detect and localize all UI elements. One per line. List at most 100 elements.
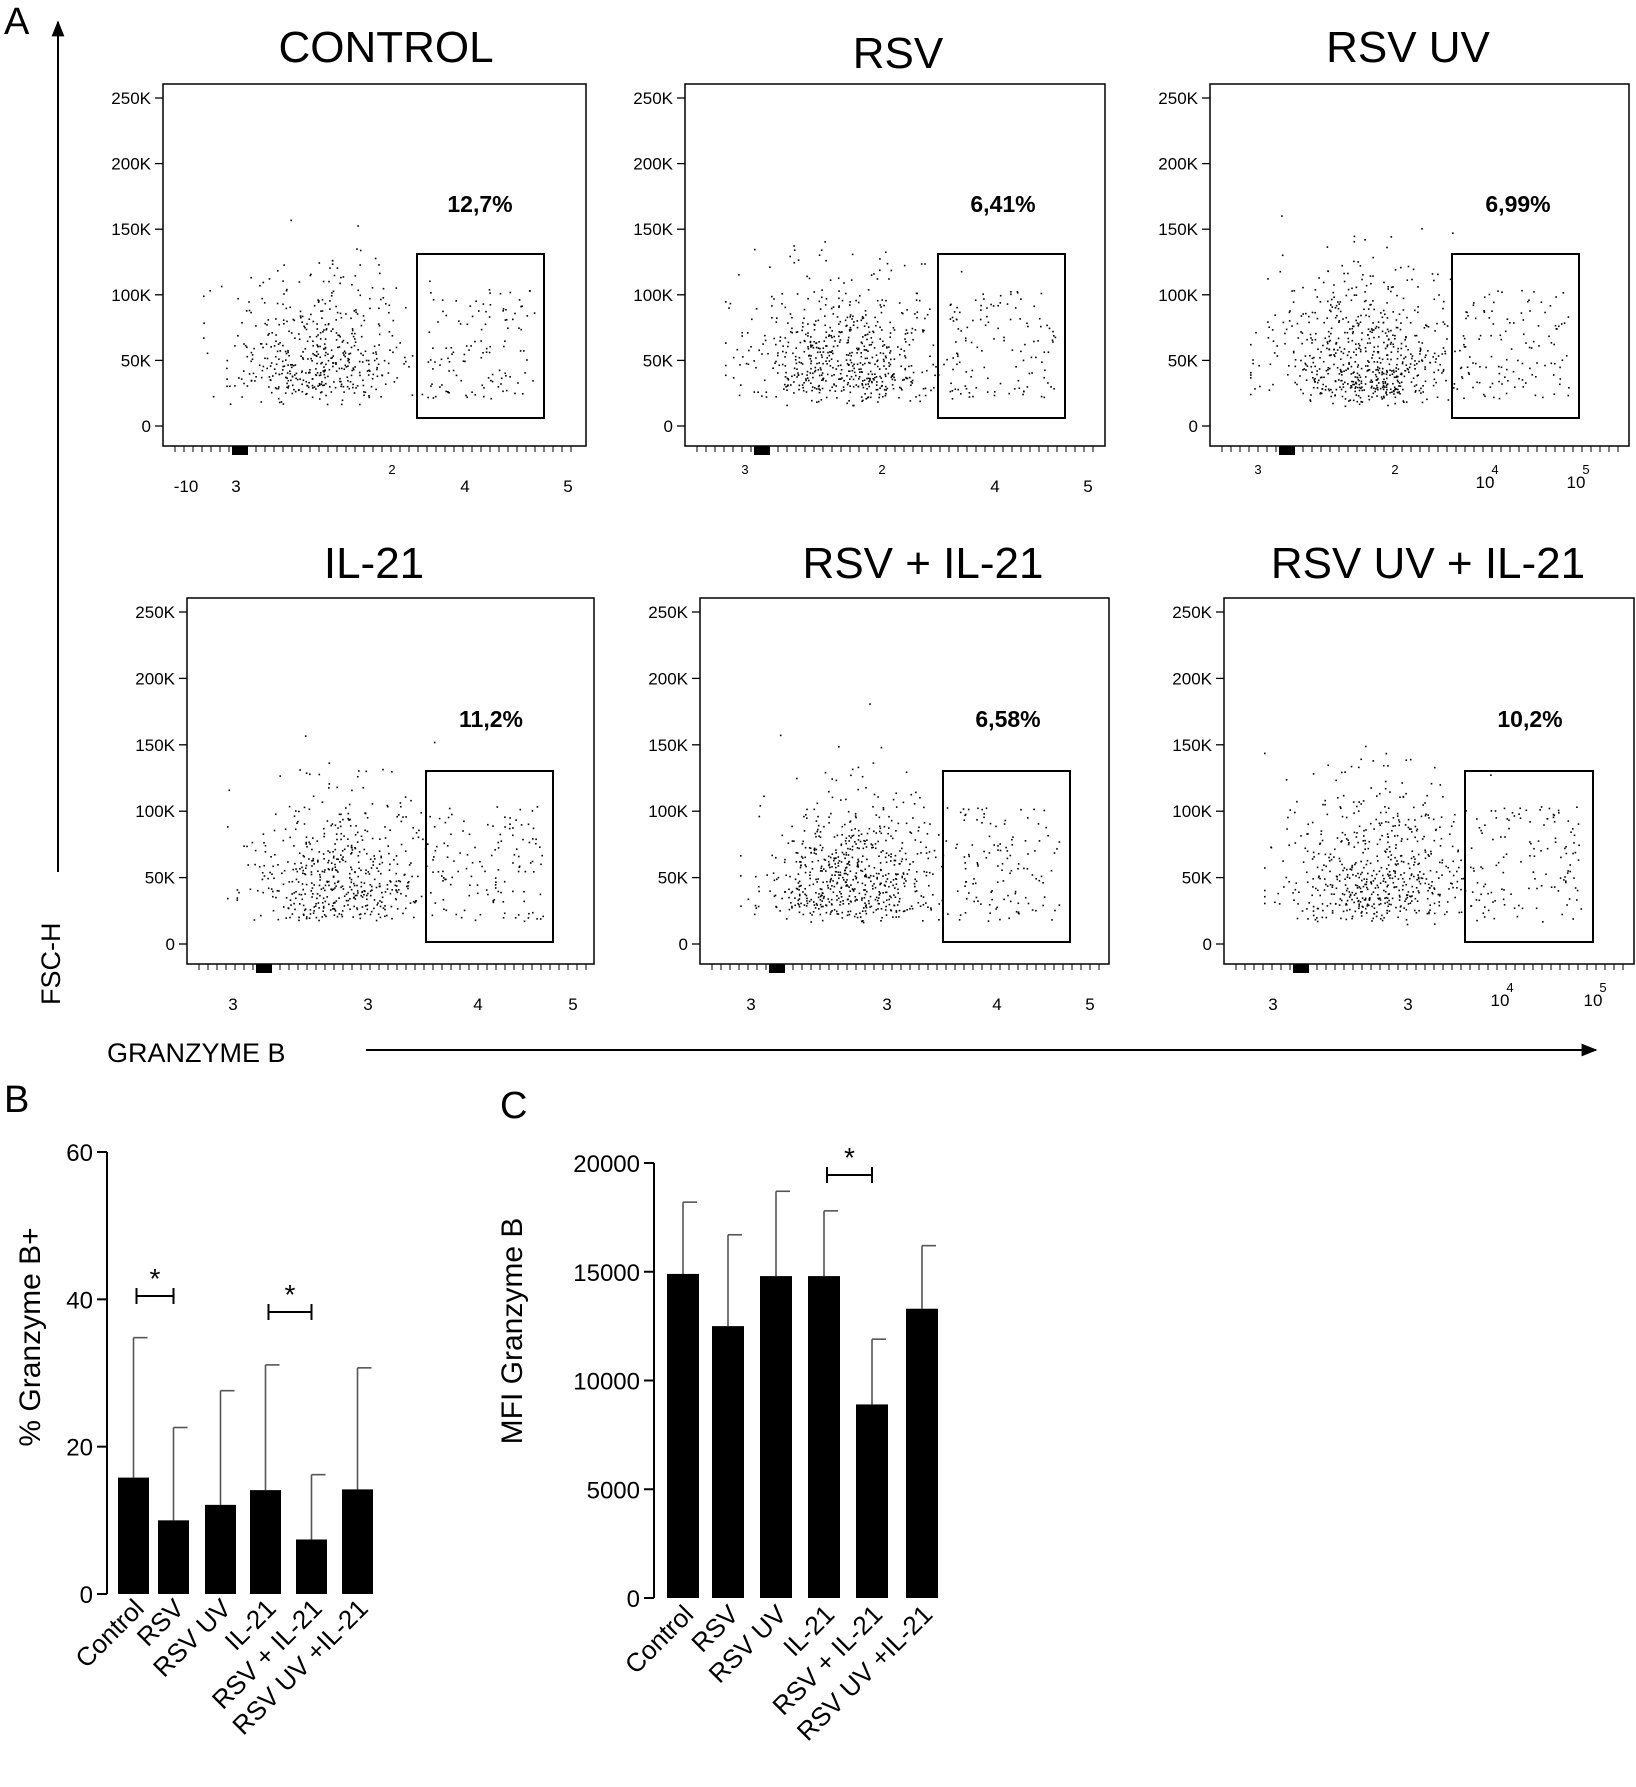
flow-event [269, 379, 272, 382]
flow-event [226, 359, 229, 362]
flow-event [951, 390, 954, 392]
flow-event [1469, 356, 1471, 358]
flow-event [331, 260, 334, 262]
flow-event [905, 880, 907, 882]
flow-event [795, 362, 798, 365]
flow-event [901, 858, 904, 860]
flow-event [879, 269, 881, 272]
flow-event [1331, 884, 1334, 887]
flow-event [821, 919, 824, 922]
flow-event [1490, 810, 1493, 812]
flow-event [877, 902, 880, 905]
flow-event [1383, 917, 1385, 919]
flow-event [341, 915, 344, 918]
flow-event [1355, 836, 1358, 838]
flow-event [1373, 907, 1376, 909]
flow-event [1264, 895, 1266, 898]
flow-event [490, 397, 492, 400]
flow-event [253, 919, 256, 921]
flow-event [376, 368, 378, 371]
flow-event [1475, 362, 1477, 365]
flow-event [1424, 356, 1426, 359]
flow-event [1396, 326, 1399, 329]
flow-event [1325, 883, 1327, 886]
flow-event [319, 391, 322, 394]
flow-event [1054, 909, 1056, 912]
flow-event [384, 837, 387, 839]
flow-event [889, 352, 891, 354]
flow-event [1368, 904, 1370, 907]
flow-event [1327, 367, 1330, 369]
flow-event [446, 845, 449, 847]
flow-event [922, 896, 925, 898]
flow-event [1347, 843, 1350, 846]
flow-event [880, 908, 883, 910]
flow-y-tick-label: 100K [633, 286, 673, 305]
flow-event [462, 830, 464, 832]
flow-event [874, 898, 877, 901]
flow-event [819, 903, 822, 906]
flow-event [356, 907, 358, 909]
flow-event [1433, 279, 1435, 282]
flow-event [1339, 806, 1342, 808]
flow-y-tick-label: 150K [1158, 220, 1198, 239]
flow-event [844, 857, 846, 860]
flow-event [1358, 825, 1361, 828]
flow-event [244, 344, 247, 347]
flow-event [849, 378, 851, 380]
flow-event [838, 877, 840, 880]
flow-event [303, 855, 305, 858]
flow-event [1315, 332, 1317, 335]
flow-event [347, 365, 349, 367]
flow-event [1334, 848, 1336, 851]
flow-event [1009, 900, 1012, 903]
flow-event [295, 810, 297, 812]
flow-event [868, 385, 870, 388]
flow-event [1405, 759, 1408, 761]
flow-event [819, 836, 822, 839]
flow-event [291, 913, 294, 915]
flow-event [851, 318, 853, 320]
flow-event [885, 905, 887, 908]
flow-event [1504, 836, 1506, 838]
flow-event [1364, 383, 1367, 385]
flow-event [857, 385, 860, 388]
flow-panel-title: RSV UV [1326, 23, 1490, 72]
flow-event [1365, 350, 1367, 353]
flow-event [448, 370, 450, 372]
flow-event [1348, 891, 1351, 893]
flow-event [1360, 803, 1362, 805]
flow-event [922, 330, 924, 333]
flow-event [828, 360, 831, 362]
flow-event [807, 323, 809, 325]
flow-event [1394, 875, 1396, 878]
flow-event [1024, 840, 1027, 842]
flow-plot-frame [162, 83, 587, 447]
flow-event [1312, 905, 1315, 908]
flow-event [1466, 311, 1468, 314]
flow-event [382, 297, 385, 299]
flow-event [804, 893, 806, 896]
flow-event [1363, 899, 1366, 901]
flow-event [430, 892, 432, 894]
flow-event [858, 376, 861, 378]
flow-event [485, 351, 488, 353]
flow-event [325, 328, 328, 330]
flow-event [434, 849, 437, 852]
flow-event [887, 372, 890, 375]
flow-event [1444, 352, 1447, 355]
flow-event [836, 910, 838, 913]
flow-event [822, 347, 825, 349]
flow-event [871, 341, 874, 344]
flow-event [296, 822, 298, 824]
flow-event [518, 299, 521, 301]
flow-event [1503, 807, 1506, 810]
flow-event [1364, 899, 1367, 901]
flow-y-tick-label: 150K [1172, 736, 1212, 755]
flow-event [806, 900, 808, 902]
flow-event [853, 404, 855, 407]
flow-event [898, 900, 900, 903]
flow-event [852, 365, 854, 367]
flow-event [359, 294, 362, 297]
flow-event [793, 374, 796, 376]
